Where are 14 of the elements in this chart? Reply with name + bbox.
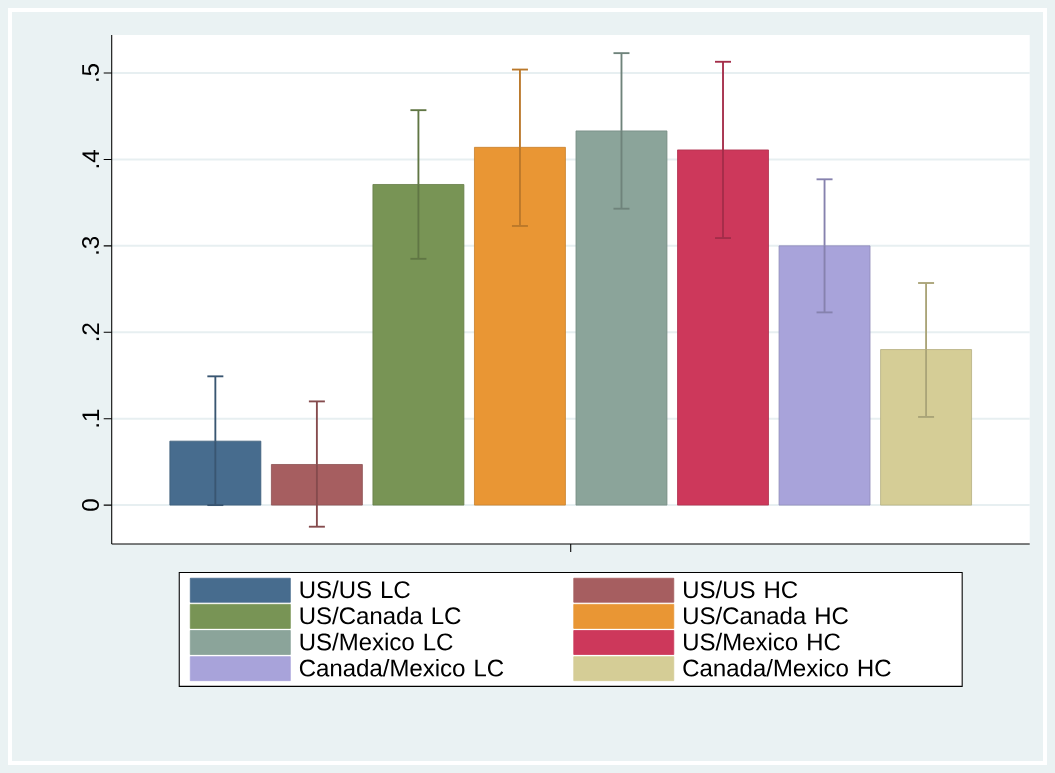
y-tick-label: .5 bbox=[82, 64, 99, 81]
y-tick-label: .1 bbox=[82, 409, 99, 427]
y-tick-label: 0 bbox=[81, 499, 99, 511]
y-tick-label: .2 bbox=[82, 323, 99, 341]
legend-label: Canada/Mexico LC bbox=[299, 658, 504, 677]
legend-label: US/Canada HC bbox=[684, 606, 848, 625]
legend-label: US/Canada LC bbox=[300, 606, 461, 625]
y-tick-label: .4 bbox=[82, 150, 99, 168]
legend-label: US/US HC bbox=[684, 580, 798, 599]
y-tick-label: .3 bbox=[81, 236, 99, 254]
legend-label: US/Mexico HC bbox=[684, 632, 840, 651]
legend-label: Canada/Mexico HC bbox=[683, 658, 891, 677]
legend-label: US/Mexico LC bbox=[300, 632, 453, 651]
legend-label: US/US LC bbox=[300, 580, 410, 599]
